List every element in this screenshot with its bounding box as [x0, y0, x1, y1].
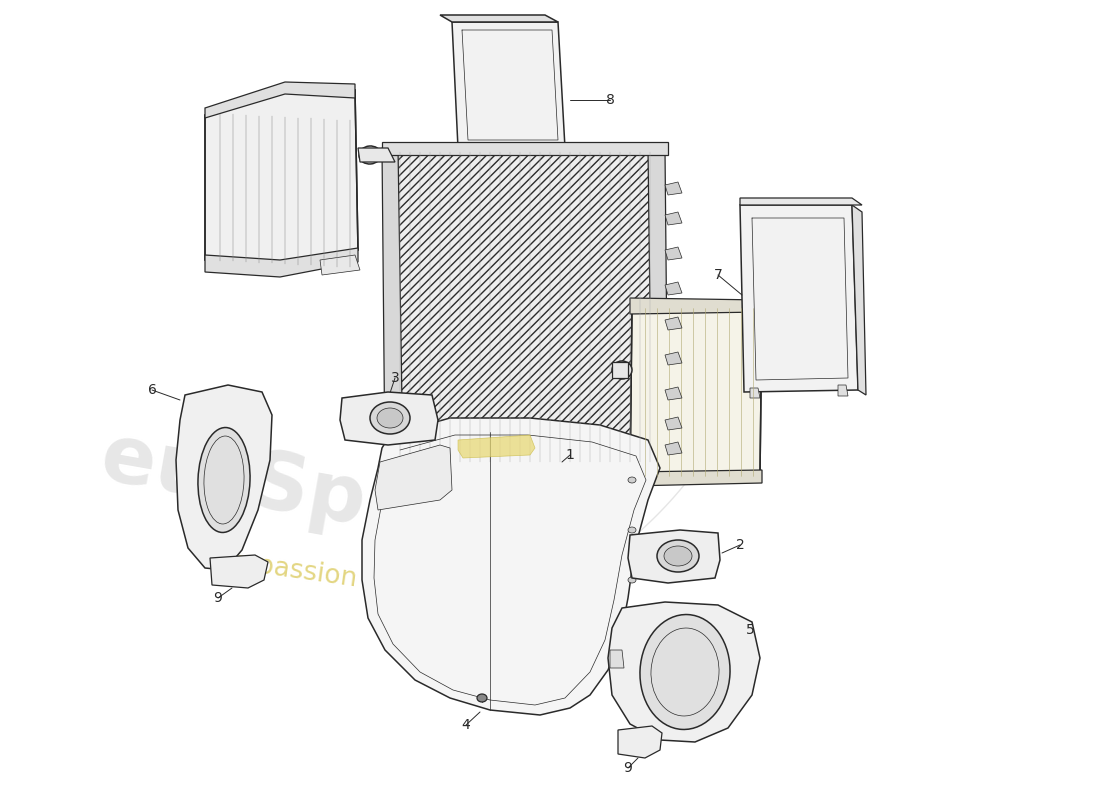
Ellipse shape	[198, 427, 250, 533]
Polygon shape	[630, 302, 762, 480]
Polygon shape	[666, 387, 682, 400]
Polygon shape	[440, 15, 558, 22]
Text: 6: 6	[147, 383, 156, 397]
Text: 8: 8	[606, 93, 615, 107]
Polygon shape	[630, 470, 762, 486]
Text: 4: 4	[462, 718, 471, 732]
Polygon shape	[544, 148, 553, 158]
Polygon shape	[666, 442, 682, 455]
Polygon shape	[458, 435, 535, 458]
Polygon shape	[340, 392, 438, 445]
Polygon shape	[458, 148, 572, 155]
Polygon shape	[666, 352, 682, 365]
Ellipse shape	[370, 402, 410, 434]
Polygon shape	[375, 445, 452, 510]
Polygon shape	[382, 142, 668, 155]
Polygon shape	[628, 530, 720, 583]
Text: 3: 3	[390, 371, 399, 385]
Text: eurSp  rtes: eurSp rtes	[95, 418, 605, 582]
Text: 9: 9	[624, 761, 632, 775]
Polygon shape	[838, 385, 848, 396]
Polygon shape	[740, 198, 862, 205]
Text: 1: 1	[565, 448, 574, 462]
Polygon shape	[382, 148, 403, 468]
Polygon shape	[362, 418, 660, 715]
Text: 5: 5	[746, 623, 755, 637]
Polygon shape	[610, 650, 624, 668]
Text: 9: 9	[213, 591, 222, 605]
Text: 7: 7	[714, 268, 723, 282]
Polygon shape	[618, 726, 662, 758]
Polygon shape	[750, 388, 760, 398]
Ellipse shape	[628, 627, 636, 633]
Polygon shape	[852, 205, 866, 395]
Polygon shape	[205, 82, 355, 118]
Polygon shape	[612, 362, 628, 378]
Polygon shape	[608, 602, 760, 742]
Ellipse shape	[612, 361, 632, 379]
Ellipse shape	[628, 477, 636, 483]
Polygon shape	[648, 150, 668, 468]
Ellipse shape	[359, 146, 381, 164]
Polygon shape	[176, 385, 272, 570]
Text: 2: 2	[736, 538, 745, 552]
Polygon shape	[666, 212, 682, 225]
Polygon shape	[666, 282, 682, 295]
Polygon shape	[205, 248, 358, 277]
Polygon shape	[666, 247, 682, 260]
Ellipse shape	[377, 408, 403, 428]
Polygon shape	[452, 22, 565, 148]
Polygon shape	[464, 148, 472, 158]
Polygon shape	[320, 255, 360, 275]
Polygon shape	[358, 148, 395, 162]
Polygon shape	[666, 417, 682, 430]
Polygon shape	[740, 205, 858, 392]
Text: a passion for parts since 1985: a passion for parts since 1985	[231, 550, 629, 630]
Polygon shape	[385, 148, 660, 468]
Ellipse shape	[477, 694, 487, 702]
Ellipse shape	[657, 540, 698, 572]
Ellipse shape	[628, 527, 636, 533]
Polygon shape	[666, 182, 682, 195]
Polygon shape	[383, 462, 668, 478]
Polygon shape	[210, 555, 268, 588]
Polygon shape	[630, 298, 762, 314]
Polygon shape	[666, 317, 682, 330]
Ellipse shape	[664, 546, 692, 566]
Polygon shape	[205, 88, 358, 265]
Ellipse shape	[628, 577, 636, 583]
Ellipse shape	[640, 614, 730, 730]
